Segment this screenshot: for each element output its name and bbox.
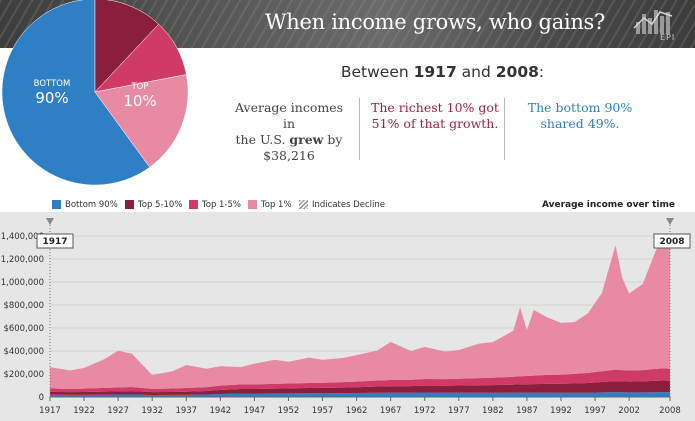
- x-tick-label: 1982: [482, 406, 504, 416]
- epi-logo-icon: [633, 10, 673, 34]
- x-tick-label: 2008: [659, 406, 681, 416]
- marker-box-start[interactable]: [36, 233, 74, 249]
- x-tick-label: 1992: [550, 406, 572, 416]
- page-title: When income grows, who gains?: [265, 10, 605, 34]
- marker-handle-icon[interactable]: [666, 218, 674, 225]
- area-series-bottom-90-: [50, 392, 670, 397]
- legend-label: Bottom 90%: [65, 200, 118, 210]
- y-tick-label: $200,000: [3, 370, 44, 380]
- stat-divider: [504, 98, 505, 160]
- x-tick-label: 1947: [244, 406, 266, 416]
- legend-swatch: [189, 200, 198, 209]
- x-tick-label: 1997: [584, 406, 606, 416]
- y-axis-labels: 0 $200,000 $400,000 $600,000 $800,000 $1,000,…: [0, 232, 44, 403]
- legend-swatch: [248, 200, 257, 209]
- x-tick-label: 1967: [380, 406, 402, 416]
- y-tick-label: $800,000: [3, 301, 44, 311]
- area-series-top-5-10-: [50, 380, 670, 396]
- pie-bottom-percent: 90%: [35, 89, 68, 107]
- year-markers: 1917 2008: [36, 218, 691, 397]
- stat1-amount: $38,216: [263, 148, 315, 163]
- x-tick-label: 1972: [414, 406, 436, 416]
- y-tick-label: $1,000,000: [0, 278, 44, 288]
- period-heading: Between 1917 and 2008:: [320, 63, 565, 81]
- legend-swatch: [125, 200, 134, 209]
- y-tick-label: $1,400,000: [0, 232, 44, 242]
- income-area-chart: 0 $200,000 $400,000 $600,000 $800,000 $1,000,…: [0, 212, 695, 421]
- chart-title: Average income over time: [541, 200, 675, 210]
- legend-item-top-5-10: Top 5-10%: [125, 200, 182, 210]
- legend-item-decline: Indicates Decline: [299, 200, 385, 210]
- stat-average-growth: Average incomes in the U.S. grew by $38,…: [230, 100, 348, 164]
- period-end-year: 2008: [495, 63, 539, 81]
- x-tick-label: 1957: [312, 406, 334, 416]
- x-tick-label: 1922: [73, 406, 95, 416]
- stat-divider: [359, 98, 360, 160]
- x-tick-label: 1927: [107, 406, 129, 416]
- y-tick-label: 0: [39, 393, 44, 403]
- marker-year-start: 1917: [42, 237, 67, 247]
- x-tick-label: 2002: [618, 406, 640, 416]
- y-tick-label: $1,200,000: [0, 255, 44, 265]
- x-tick-label: 1977: [448, 406, 470, 416]
- period-colon: :: [538, 63, 545, 81]
- income-share-pie: BOTTOM 90% TOP 10%: [1, 0, 189, 186]
- area-series-top-1-: [50, 238, 670, 389]
- pie-bottom-label: BOTTOM: [34, 79, 71, 89]
- stat1-grew: grew: [289, 132, 324, 147]
- marker-handle-icon[interactable]: [46, 218, 54, 225]
- pie-slice-bottom: [1, 0, 151, 186]
- legend-label: Top 5-10%: [138, 200, 183, 210]
- marker-year-end: 2008: [659, 237, 684, 247]
- x-tick-label: 1937: [175, 406, 197, 416]
- period-prefix: Between: [340, 63, 414, 81]
- stat1-by: by: [323, 132, 343, 147]
- x-tick-label: 1932: [141, 406, 163, 416]
- pie-slice-top: [94, 74, 189, 168]
- x-tick-label: 1942: [210, 406, 232, 416]
- y-tick-label: $600,000: [3, 324, 44, 334]
- hatch-icon: [299, 200, 308, 209]
- x-tick-label: 1952: [278, 406, 300, 416]
- legend-label: Indicates Decline: [312, 200, 386, 210]
- x-tick-label: 1962: [346, 406, 368, 416]
- pie-top-percent: 10%: [123, 92, 156, 110]
- y-tick-label: $400,000: [3, 347, 44, 357]
- pie-top-label: TOP: [130, 82, 148, 92]
- legend-item-top-1: Top 1%: [248, 200, 292, 210]
- stat-richest-share: The richest 10% got 51% of that growth.: [371, 100, 499, 131]
- period-start-year: 1917: [413, 63, 457, 81]
- logo-text: EPI: [660, 33, 676, 42]
- period-and: and: [456, 63, 496, 81]
- legend-swatch: [52, 200, 61, 209]
- x-tick-label: 1917: [39, 406, 61, 416]
- chart-areas: [50, 238, 670, 398]
- marker-box-end[interactable]: [653, 233, 691, 249]
- stat1-line2a: the U.S.: [235, 132, 290, 147]
- legend-label: Top 1-5%: [202, 200, 242, 210]
- stat1-line1: Average incomes in: [234, 100, 344, 131]
- stat-bottom-share: The bottom 90% shared 49%.: [527, 100, 633, 131]
- x-tick-label: 1987: [516, 406, 538, 416]
- legend-item-bottom-90: Bottom 90%: [52, 200, 118, 210]
- legend-item-top-1-5: Top 1-5%: [189, 200, 241, 210]
- pie-slice-top-5-10-: [94, 0, 160, 93]
- legend-label: Top 1%: [261, 200, 292, 210]
- area-series-top-1-5-: [50, 368, 670, 393]
- x-axis-labels: 1917 1922 1927 1932 1937 1942 1947 1952 1957 1962…: [39, 397, 681, 416]
